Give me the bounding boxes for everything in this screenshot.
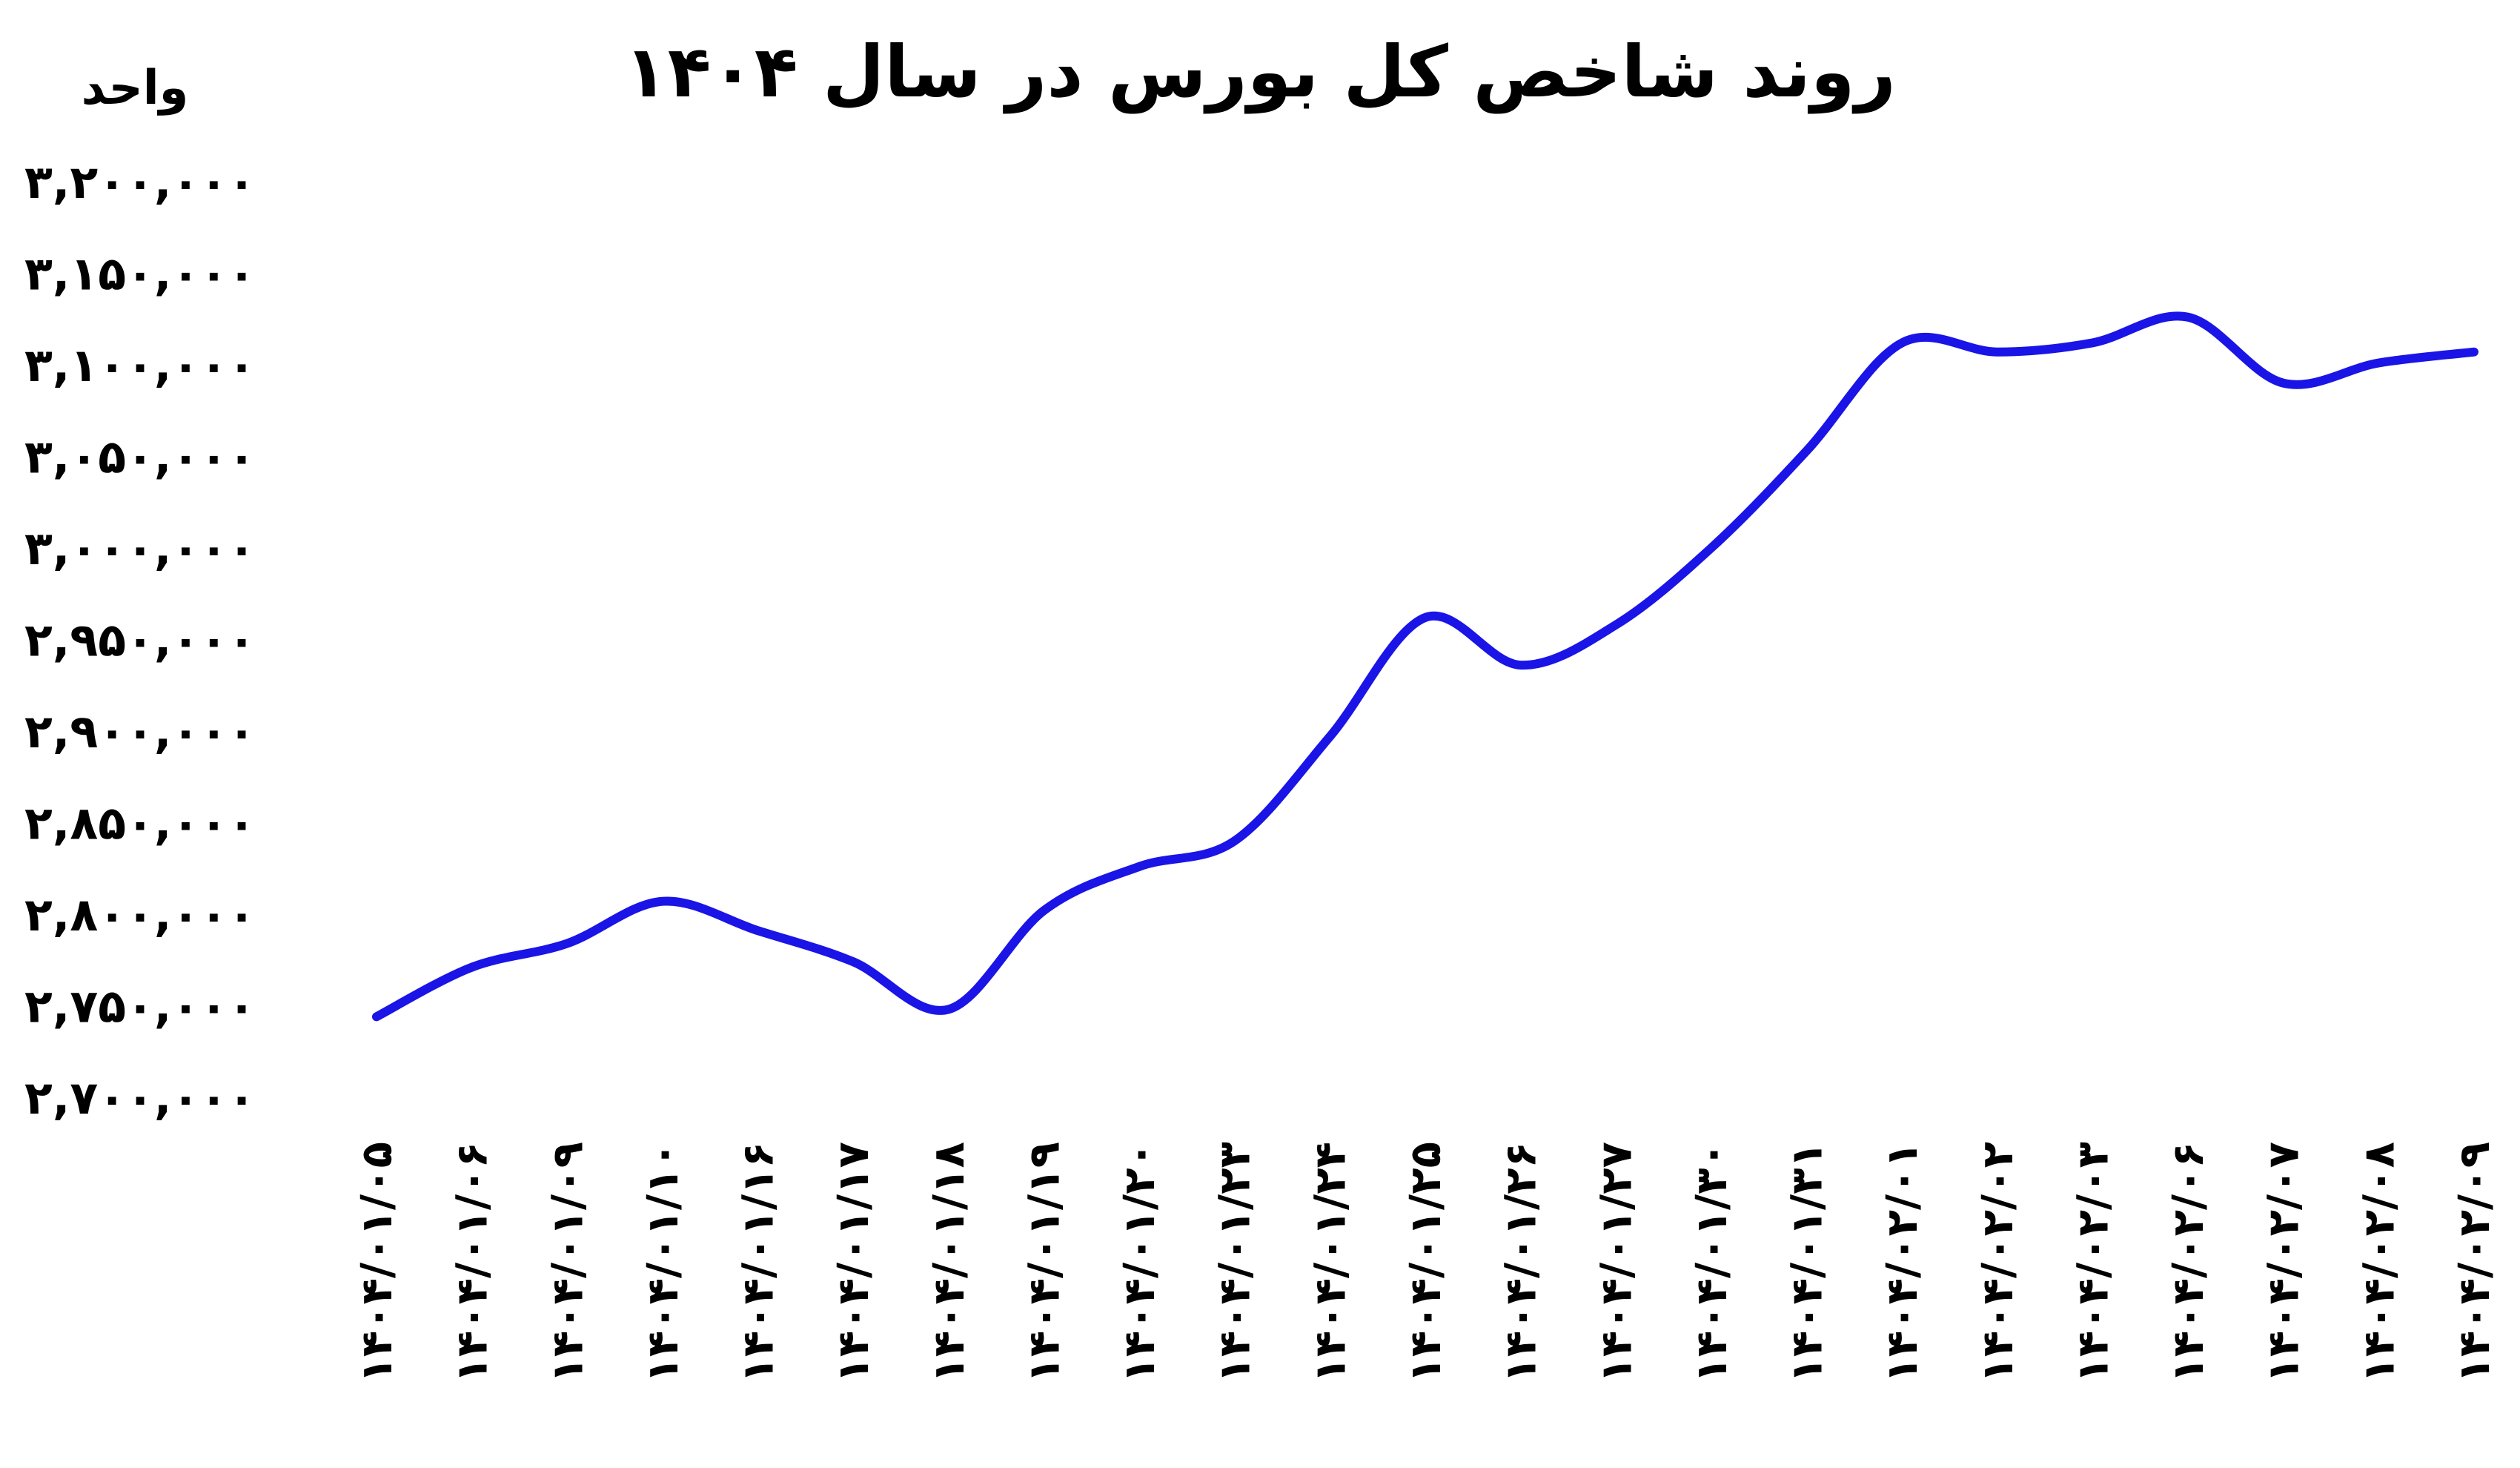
y-tick-label: ۳,۱۵۰,۰۰۰	[24, 247, 256, 301]
x-tick-label: ۱۴۰۴/۰۲/۰۲	[1972, 1142, 2023, 1383]
y-axis-unit-label: واحد	[82, 61, 189, 116]
chart-title: روند شاخص کل بورس در سال ۱۴۰۴	[624, 30, 1896, 114]
y-tick-label: ۲,۸۰۰,۰۰۰	[24, 887, 256, 942]
x-tick-label: ۱۴۰۴/۰۲/۰۶	[2163, 1142, 2213, 1383]
x-tick-label: ۱۴۰۴/۰۱/۱۷	[828, 1142, 878, 1383]
data-point	[1516, 661, 1525, 669]
y-tick-label: ۳,۰۵۰,۰۰۰	[24, 430, 256, 484]
x-tick-label: ۱۴۰۴/۰۲/۰۹	[2449, 1142, 2499, 1383]
x-tick-label: ۱۴۰۴/۰۱/۲۳	[1210, 1142, 1260, 1383]
x-tick-label: ۱۴۰۴/۰۱/۰۶	[447, 1142, 497, 1383]
x-tick-label: ۱۴۰۴/۰۲/۰۱	[1877, 1142, 1927, 1383]
x-tick-label: ۱۴۰۴/۰۱/۱۶	[733, 1142, 783, 1383]
y-axis-tick-labels: ۲,۷۰۰,۰۰۰ ۲,۷۵۰,۰۰۰ ۲,۸۰۰,۰۰۰ ۲,۸۵۰,۰۰۰ ۲,۹۰…	[24, 155, 256, 1125]
data-point	[2089, 338, 2098, 347]
data-point	[1993, 348, 2002, 357]
data-point	[1707, 543, 1716, 552]
y-tick-label: ۳,۱۰۰,۰۰۰	[24, 338, 256, 392]
y-tick-label: ۳,۲۰۰,۰۰۰	[24, 155, 256, 209]
x-tick-label: ۱۴۰۴/۰۱/۲۶	[1496, 1142, 1546, 1383]
data-point	[372, 1012, 381, 1021]
y-tick-label: ۲,۷۵۰,۰۰۰	[24, 979, 256, 1034]
data-point	[849, 957, 858, 966]
data-point	[1230, 836, 1239, 845]
data-point	[658, 897, 667, 906]
data-point	[754, 926, 763, 935]
data-point	[1135, 862, 1144, 871]
y-tick-label: ۳,۰۰۰,۰۰۰	[24, 521, 256, 575]
x-tick-label: ۱۴۰۴/۰۱/۲۵	[1400, 1142, 1450, 1383]
y-tick-label: ۲,۸۵۰,۰۰۰	[24, 796, 256, 850]
x-tick-label: ۱۴۰۴/۰۱/۱۰	[637, 1142, 688, 1383]
x-tick-label: ۱۴۰۴/۰۱/۲۷	[1591, 1142, 1641, 1383]
x-tick-label: ۱۴۰۴/۰۱/۱۹	[1018, 1142, 1069, 1383]
data-point	[2470, 348, 2478, 357]
data-point	[468, 963, 477, 972]
x-tick-label: ۱۴۰۴/۰۲/۰۳	[2067, 1142, 2118, 1383]
data-point	[1803, 446, 1811, 455]
data-point	[2374, 359, 2383, 368]
x-tick-label: ۱۴۰۴/۰۱/۳۰	[1686, 1142, 1737, 1383]
data-point	[1897, 338, 1906, 347]
data-point	[944, 1005, 953, 1014]
y-tick-label: ۲,۹۰۰,۰۰۰	[24, 704, 256, 758]
x-tick-label: ۱۴۰۴/۰۱/۲۰	[1114, 1142, 1164, 1383]
data-point	[563, 939, 571, 948]
x-tick-label: ۱۴۰۴/۰۱/۱۸	[924, 1142, 974, 1383]
x-tick-label: ۱۴۰۴/۰۲/۰۷	[2258, 1142, 2309, 1383]
x-tick-label: ۱۴۰۴/۰۱/۳۱	[1782, 1142, 1832, 1383]
data-point	[2184, 313, 2192, 322]
series-line	[372, 311, 2478, 1022]
data-point	[1325, 732, 1334, 741]
x-tick-label: ۱۴۰۴/۰۱/۰۹	[542, 1142, 592, 1383]
x-tick-label: ۱۴۰۴/۰۱/۰۵	[351, 1142, 402, 1383]
x-axis-tick-labels: ۱۴۰۴/۰۱/۰۵ ۱۴۰۴/۰۱/۰۶ ۱۴۰۴/۰۱/۰۹ ۱۴۰۴/۰۱/۱۰…	[351, 1142, 2499, 1383]
x-tick-label: ۱۴۰۴/۰۲/۰۸	[2353, 1142, 2404, 1383]
y-tick-label: ۲,۷۰۰,۰۰۰	[24, 1071, 256, 1125]
x-tick-label: ۱۴۰۴/۰۱/۲۴	[1304, 1142, 1355, 1383]
y-tick-label: ۲,۹۵۰,۰۰۰	[24, 613, 256, 667]
data-point	[2279, 379, 2288, 388]
data-point	[1611, 621, 1620, 629]
data-point	[1421, 613, 1430, 622]
data-point	[1040, 906, 1049, 915]
series-layer	[372, 311, 2478, 1022]
